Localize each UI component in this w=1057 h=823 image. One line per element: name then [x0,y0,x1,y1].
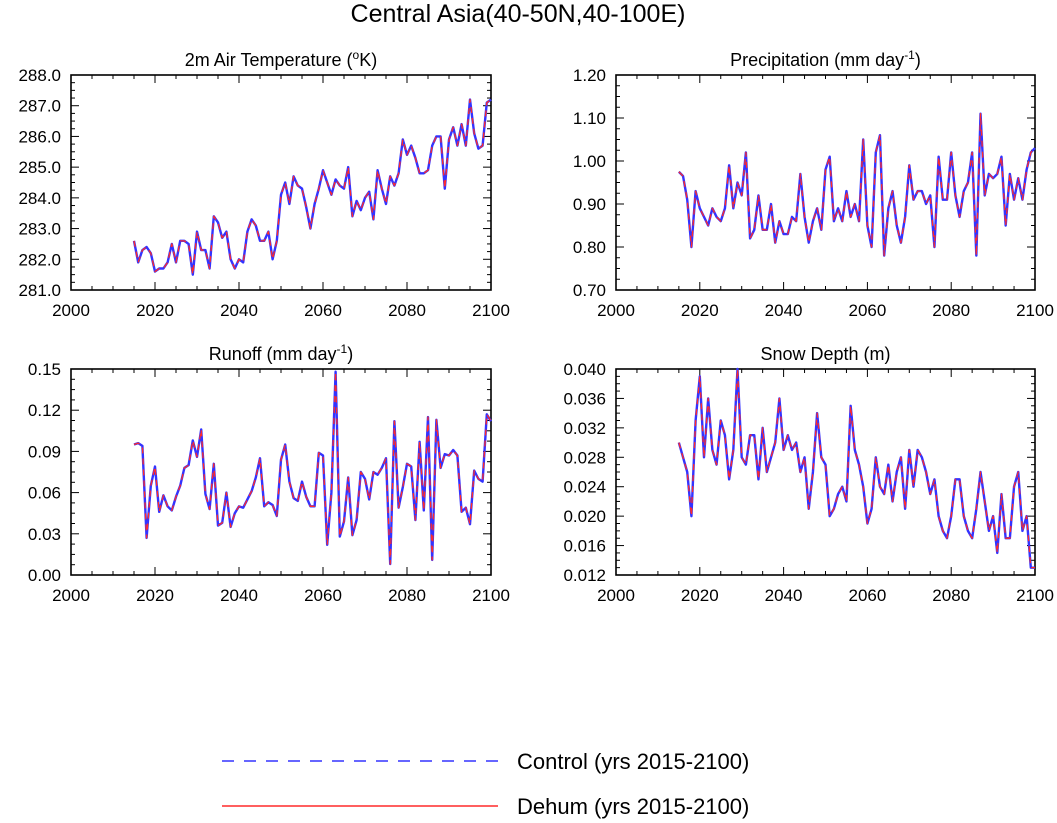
runoff-xtick-label: 2000 [52,586,90,605]
snow-depth-ytick-label: 0.032 [563,419,606,438]
runoff-ytick-label: 0.00 [28,566,61,585]
temperature-xtick-label: 2100 [472,301,510,320]
temperature-xtick-label: 2040 [220,301,258,320]
runoff-title: Runoff (mm day-1) [209,342,353,364]
snow-depth-control-line [677,367,1035,569]
precipitation-title: Precipitation (mm day-1) [730,48,921,70]
runoff-ytick-label: 0.03 [28,525,61,544]
snow-depth-xtick-label: 2080 [932,586,970,605]
precipitation-xtick-label: 2060 [848,301,886,320]
precipitation-xtick-label: 2040 [765,301,803,320]
precipitation-ytick-label: 0.70 [573,281,606,300]
runoff-ytick-label: 0.06 [28,484,61,503]
snow-depth-xtick-label: 2060 [848,586,886,605]
snow-depth-ytick-label: 0.036 [563,389,606,408]
precipitation-title-tail: ) [915,50,921,70]
temperature-xtick-label: 2000 [52,301,90,320]
runoff-xtick-label: 2020 [136,586,174,605]
temperature-panel: 2m Air Temperature (oK) 2000 2020 2040 2060 2… [18,48,509,320]
snow-depth-title-main: Snow Depth (m) [760,344,890,364]
temperature-ytick-label: 286.0 [18,127,61,146]
runoff-control-line [133,370,493,566]
runoff-xtick-label: 2060 [304,586,342,605]
precipitation-xtick-label: 2080 [932,301,970,320]
temperature-ytick-label: 283.0 [18,220,61,239]
snow-depth-xtick-label: 2100 [1016,586,1054,605]
snow-depth-xtick-label: 2020 [681,586,719,605]
temperature-ytick-label: 287.0 [18,97,61,116]
precipitation-xtick-label: 2100 [1016,301,1054,320]
temperature-ytick-label: 285.0 [18,158,61,177]
runoff-xtick-label: 2080 [388,586,426,605]
temperature-xtick-label: 2020 [136,301,174,320]
precipitation-ytick-label: 1.20 [573,66,606,85]
snow-depth-dehum-line [678,368,1035,569]
precipitation-ytick-label: 0.90 [573,195,606,214]
temperature-title: 2m Air Temperature (oK) [185,48,377,70]
snow-depth-xtick-label: 2000 [597,586,635,605]
precipitation-title-sup: -1 [904,48,915,62]
temperature-ytick-label: 288.0 [18,66,61,85]
legend: Control (yrs 2015-2100) Dehum (yrs 2015-… [222,749,749,819]
snow-depth-panel: Snow Depth (m) 2000 2020 2040 2060 2080 2100 0.… [563,344,1053,605]
snow-depth-ytick-label: 0.024 [563,478,606,497]
snow-depth-ytick-label: 0.016 [563,537,606,556]
snow-depth-ytick-label: 0.012 [563,566,606,585]
precipitation-xtick-label: 2000 [597,301,635,320]
precipitation-ytick-label: 0.80 [573,238,606,257]
runoff-title-tail: ) [347,344,353,364]
runoff-ytick-label: 0.15 [28,360,61,379]
temperature-title-tail: K) [359,50,377,70]
temperature-dehum-line [133,98,492,276]
temperature-title-sup: o [353,48,360,62]
runoff-ytick-label: 0.12 [28,401,61,420]
runoff-xtick-label: 2100 [472,586,510,605]
runoff-ytick-label: 0.09 [28,442,61,461]
precipitation-title-main: Precipitation (mm day [730,50,904,70]
runoff-dehum-line [133,371,492,565]
temperature-control-line [132,98,492,276]
temperature-ytick-label: 281.0 [18,281,61,300]
temperature-title-main: 2m Air Temperature ( [185,50,353,70]
runoff-panel: Runoff (mm day-1) 2000 2020 2040 2060 2080 210… [28,342,510,605]
snow-depth-ytick-label: 0.020 [563,507,606,526]
snow-depth-title: Snow Depth (m) [760,344,890,364]
runoff-title-sup: -1 [337,342,348,356]
temperature-ytick-label: 284.0 [18,189,61,208]
precipitation-dehum-line [678,113,1036,257]
precipitation-ytick-label: 1.10 [573,109,606,128]
legend-control-label: Control (yrs 2015-2100) [517,749,749,774]
chart-panels: 2m Air Temperature (oK) 2000 2020 2040 2060 2… [18,48,1053,605]
precipitation-panel: Precipitation (mm day-1) 2000 2020 2040 2060… [573,48,1054,320]
snow-depth-ytick-label: 0.040 [563,360,606,379]
runoff-xtick-label: 2040 [220,586,258,605]
temperature-xtick-label: 2060 [304,301,342,320]
snow-depth-xtick-label: 2040 [765,586,803,605]
snow-depth-ytick-label: 0.028 [563,448,606,467]
temperature-ytick-label: 282.0 [18,250,61,269]
precipitation-ytick-label: 1.00 [573,152,606,171]
temperature-frame [70,74,492,291]
legend-dehum-label: Dehum (yrs 2015-2100) [517,794,749,819]
runoff-title-main: Runoff (mm day [209,344,337,364]
figure-title: Central Asia(40-50N,40-100E) [351,0,686,28]
precipitation-xtick-label: 2020 [681,301,719,320]
temperature-xtick-label: 2080 [388,301,426,320]
